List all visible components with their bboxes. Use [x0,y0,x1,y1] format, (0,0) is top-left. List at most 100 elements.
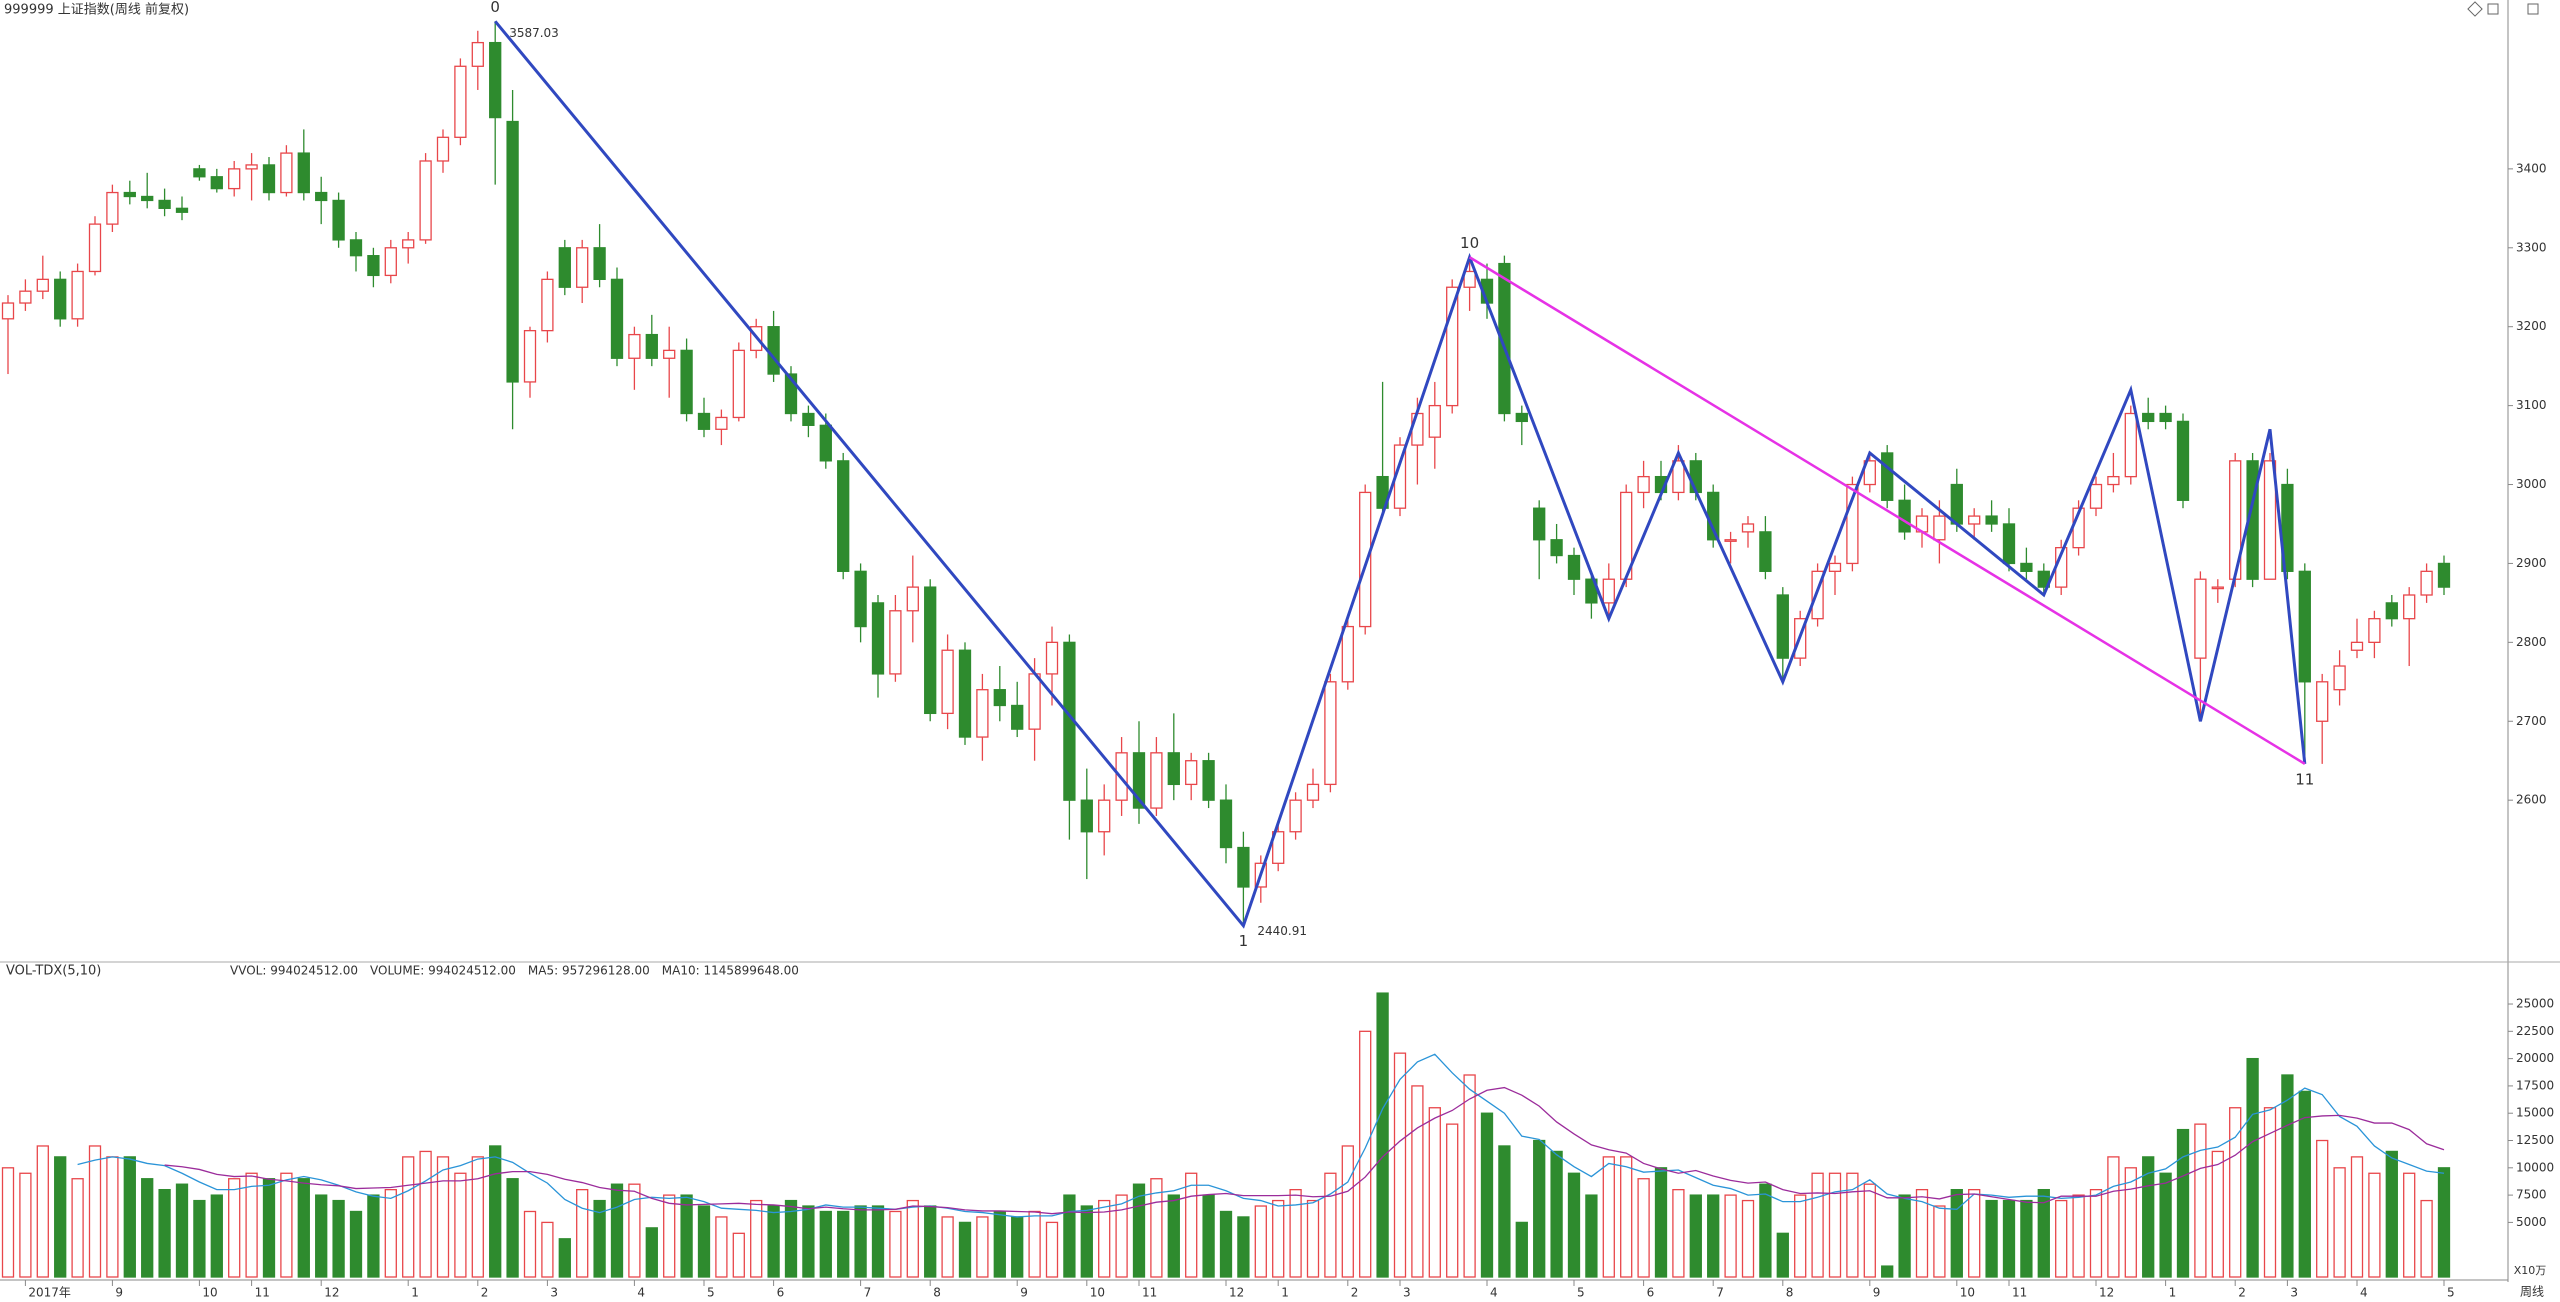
chart-title: 999999 上证指数(周线 前复权) [4,2,189,18]
volume-bar [1637,1178,1650,1278]
candle-body [454,65,467,138]
candle-body [1846,483,1859,565]
volume-bar [1098,1199,1111,1278]
candle-body [2368,618,2381,643]
x-tick-label: 7 [864,1286,872,1300]
volume-bar [2055,1199,2068,1278]
volume-bar [1794,1194,1807,1278]
volume-bar [1324,1172,1337,1278]
candle-body [1132,752,1146,809]
volume-bar [1672,1188,1685,1278]
candle-body [2089,483,2103,509]
volume-bar [2002,1199,2016,1278]
volume-bar [593,1199,606,1278]
volume-bar [1550,1150,1563,1278]
volume-bar [1202,1194,1215,1278]
volume-bar [1428,1107,1441,1278]
volume-bar [36,1145,49,1278]
volume-bar [1011,1216,1024,1278]
candle-body [628,333,641,359]
volume-bar [1359,1030,1372,1278]
volume-bar [2368,1172,2381,1278]
candle-body [315,191,328,202]
volume-bar [506,1178,519,1278]
volume-bar [2437,1167,2451,1278]
candle-body [1272,831,1285,864]
candle-body [1446,286,1459,407]
volume-bar [2246,1057,2259,1278]
candle-body [924,586,937,715]
volume-bar [262,1178,276,1278]
candle-body [2176,420,2190,501]
candle-body [1863,460,1876,486]
candle-body [2020,562,2033,572]
volume-bar [558,1238,571,1278]
candle-body [1968,515,1981,525]
candle-body [1550,539,1563,557]
y-tick-label: 10000 [2516,1160,2554,1174]
candle-body [349,239,363,257]
candle-body [1237,846,1250,888]
candle-body [819,424,832,462]
volume-bar [332,1199,345,1278]
candle-body [1463,270,1476,288]
candle-body [506,120,519,383]
y-tick-label: 3300 [2516,240,2547,254]
volume-bar [228,1178,241,1278]
candle-body [802,412,815,426]
candle-body [993,689,1006,707]
x-tick-label: 5 [2447,1286,2455,1300]
volume-bar [1567,1172,1581,1278]
volume-bar [628,1183,641,1278]
y-tick-label: 3000 [2516,477,2547,491]
volume-bar [384,1188,397,1278]
candle-body [871,602,885,675]
icon[interactable] [2467,1,2483,17]
volume-bar [1446,1123,1459,1278]
wave-line [494,20,2307,929]
candle-body [262,164,276,194]
candle-body [1672,460,1685,494]
x-tick-label: 1 [1281,1286,1289,1300]
volume-bar [1515,1221,1528,1278]
candle-body [2333,665,2346,691]
candle-body [889,610,902,675]
candle-body [402,239,415,249]
volume-bar [1881,1265,1894,1278]
candle-body [123,191,136,198]
candle-body [1776,594,1789,659]
volume-bar [1498,1145,1511,1278]
candle-body [523,329,537,383]
y-tick-label: 22500 [2516,1024,2554,1038]
volume-bar [1028,1210,1041,1278]
candle-body [1933,515,1946,541]
volume-bar [750,1199,763,1278]
y-tick-label: 2600 [2516,793,2547,807]
candle-body [2124,412,2137,478]
candle-body [645,333,658,359]
volume-bar [576,1188,589,1278]
volume-bar [2194,1123,2207,1278]
icon[interactable] [2487,3,2499,15]
volume-bar [924,1205,937,1278]
x-tick-label: 2 [481,1286,489,1300]
volume-bar [1063,1194,1076,1278]
x-tick-label: 5 [707,1286,715,1300]
volume-bar [419,1150,432,1278]
candle-body [767,326,780,375]
x-tick-label: 3 [1403,1286,1411,1300]
candle-body [1341,625,1354,683]
x-tick-label: 1 [2169,1286,2177,1300]
volume-bar [2403,1172,2416,1278]
candle-body [697,412,711,430]
candle-body [1289,799,1302,833]
volume-bar [767,1205,780,1278]
icon[interactable] [2527,3,2539,15]
volume-bar [1411,1085,1424,1278]
y-tick-label: 2800 [2516,635,2547,649]
candle-body [158,199,171,209]
candle-body [2420,570,2433,596]
volume-bar [1463,1074,1476,1278]
x-tick-label: 12 [2099,1286,2114,1300]
x-tick-label: 10 [202,1286,217,1300]
